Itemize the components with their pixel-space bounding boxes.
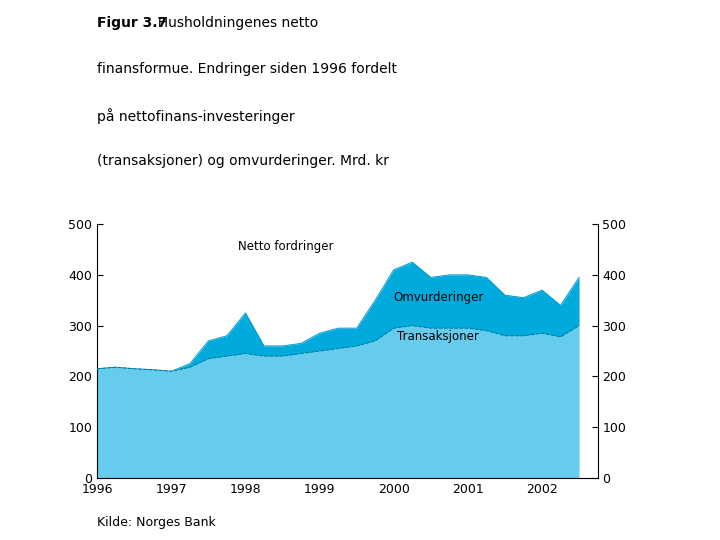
Text: finansformue. Endringer siden 1996 fordelt: finansformue. Endringer siden 1996 forde… [97,62,397,76]
Text: Omvurderinger: Omvurderinger [393,291,483,304]
Text: Figur 3.7: Figur 3.7 [97,16,167,30]
Text: (transaksjoner) og omvurderinger. Mrd. kr: (transaksjoner) og omvurderinger. Mrd. k… [97,154,390,168]
Text: Husholdningenes netto: Husholdningenes netto [149,16,318,30]
Text: Kilde: Norges Bank: Kilde: Norges Bank [97,516,216,529]
Text: Netto fordringer: Netto fordringer [238,240,334,253]
Text: Transaksjoner: Transaksjoner [397,330,479,343]
Text: på nettofinans-investeringer: på nettofinans-investeringer [97,108,294,124]
